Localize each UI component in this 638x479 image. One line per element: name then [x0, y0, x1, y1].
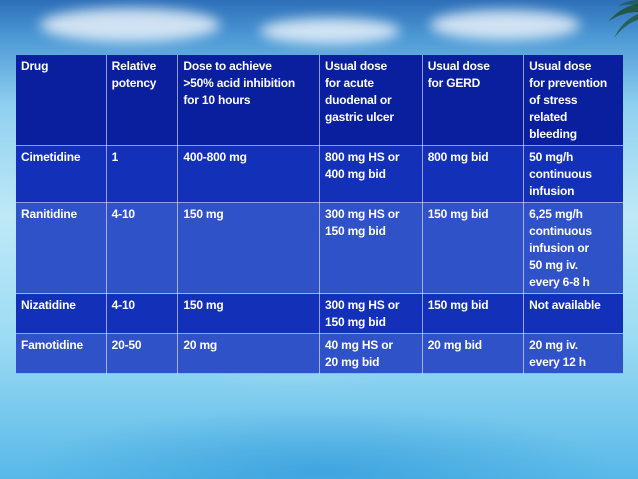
- cell-text-line: Ranitidine: [21, 207, 78, 221]
- cell-dose-ulcer: 300 mg HS or 150 mg bid: [319, 293, 423, 334]
- cell-text-line: >50% acid inhibition: [183, 76, 296, 90]
- cell-text-line: 150 mg bid: [325, 315, 386, 329]
- cell-text-line: Dose to achieve: [183, 59, 272, 73]
- cell-dose-ulcer: 800 mg HS or 400 mg bid: [319, 145, 423, 203]
- palm-leaf-icon: [608, 0, 638, 38]
- cell-text-line: 1: [111, 150, 119, 164]
- cell-text-line: 150 mg: [183, 207, 224, 221]
- column-header-dose-acid-inhibition: Dose to achieve >50% acid inhibition for 1…: [177, 55, 321, 146]
- cell-text-line: Drug: [21, 59, 49, 73]
- drug-comparison-table: Drug Relative potency Dose to achieve >50% a…: [16, 55, 623, 374]
- cell-text-line: 20 mg iv.: [529, 338, 578, 352]
- cell-text-line: every 12 h: [529, 355, 586, 369]
- cell-text-line: Usual dose: [427, 59, 490, 73]
- table-body: Cimetidine 1 400-800 mg 800 mg HS or 400 mg …: [16, 145, 623, 374]
- cell-text-line: 800 mg bid: [427, 150, 489, 164]
- cell-text-line: 6,25 mg/h: [529, 207, 583, 221]
- cell-dose-ulcer: 40 mg HS or 20 mg bid: [319, 333, 423, 374]
- cell-text-line: bleeding: [529, 127, 577, 141]
- cell-text-line: 40 mg HS or: [325, 338, 393, 352]
- cell-text-line: of stress: [529, 93, 578, 107]
- cell-text-line: 20 mg: [183, 338, 218, 352]
- cell-text-line: 4-10: [111, 207, 135, 221]
- cell-dose-stress-bleeding: Not available: [523, 293, 623, 334]
- table-header-row: Drug Relative potency Dose to achieve >50% a…: [16, 55, 623, 146]
- cell-dose-stress-bleeding: 50 mg/h continuous infusion: [523, 145, 623, 203]
- cell-text-line: 20 mg bid: [325, 355, 380, 369]
- cell-dose-gerd: 150 mg bid: [422, 293, 525, 334]
- cell-drug: Nizatidine: [16, 293, 107, 334]
- cell-drug: Ranitidine: [16, 202, 107, 294]
- table-row: Cimetidine 1 400-800 mg 800 mg HS or 400 mg …: [16, 145, 623, 203]
- column-header-dose-ulcer: Usual dose for acute duodenal or gastric ul…: [319, 55, 423, 146]
- cell-text-line: 20-50: [111, 338, 142, 352]
- cell-dose-acid-inhibition: 400-800 mg: [177, 145, 321, 203]
- cloud-decoration: [260, 18, 400, 44]
- cloud-decoration: [40, 8, 220, 42]
- cell-text-line: 150 mg: [183, 298, 224, 312]
- cell-text-line: related: [529, 110, 568, 124]
- cell-text-line: for GERD: [427, 76, 481, 90]
- cell-text-line: 150 mg bid: [427, 207, 489, 221]
- cell-text-line: 50 mg/h: [529, 150, 574, 164]
- column-header-drug: Drug: [16, 55, 107, 146]
- cell-text-line: infusion or: [529, 241, 589, 255]
- cell-relative-potency: 4-10: [106, 202, 179, 294]
- table-row: Ranitidine 4-10 150 mg 300 mg HS or 150 mg b…: [16, 202, 623, 294]
- column-header-relative-potency: Relative potency: [106, 55, 179, 146]
- table-row: Nizatidine 4-10 150 mg 300 mg HS or 150 mg b…: [16, 293, 623, 334]
- cell-dose-gerd: 800 mg bid: [422, 145, 525, 203]
- cell-text-line: Nizatidine: [21, 298, 76, 312]
- cell-text-line: potency: [111, 76, 157, 90]
- cell-text-line: duodenal or: [325, 93, 392, 107]
- cell-text-line: 150 mg bid: [427, 298, 489, 312]
- cell-text-line: 150 mg bid: [325, 224, 386, 238]
- table-row: Famotidine 20-50 20 mg 40 mg HS or 20 mg bid…: [16, 333, 623, 374]
- cell-text-line: continuous: [529, 167, 592, 181]
- cell-text-line: for acute: [325, 76, 374, 90]
- cell-text-line: Famotidine: [21, 338, 84, 352]
- cell-text-line: Not available: [529, 298, 601, 312]
- cell-text-line: 20 mg bid: [427, 338, 482, 352]
- cell-text-line: every 6-8 h: [529, 275, 590, 289]
- cell-text-line: Cimetidine: [21, 150, 81, 164]
- cell-dose-acid-inhibition: 20 mg: [177, 333, 321, 374]
- cell-text-line: 800 mg HS or: [325, 150, 400, 164]
- cell-text-line: for prevention: [529, 76, 608, 90]
- cell-text-line: continuous: [529, 224, 592, 238]
- cell-dose-acid-inhibition: 150 mg: [177, 202, 321, 294]
- cell-text-line: Usual dose: [529, 59, 592, 73]
- cell-relative-potency: 1: [106, 145, 179, 203]
- cell-drug: Cimetidine: [16, 145, 107, 203]
- cell-dose-gerd: 20 mg bid: [422, 333, 525, 374]
- cell-drug: Famotidine: [16, 333, 107, 374]
- cell-dose-gerd: 150 mg bid: [422, 202, 525, 294]
- cell-text-line: 400 mg bid: [325, 167, 386, 181]
- cell-text-line: infusion: [529, 184, 575, 198]
- cell-dose-ulcer: 300 mg HS or 150 mg bid: [319, 202, 423, 294]
- cell-text-line: Usual dose: [325, 59, 388, 73]
- cell-text-line: 300 mg HS or: [325, 298, 400, 312]
- column-header-dose-stress-bleeding: Usual dose for prevention of stress related…: [523, 55, 623, 146]
- cell-text-line: for 10 hours: [183, 93, 251, 107]
- cell-relative-potency: 20-50: [106, 333, 179, 374]
- cell-text-line: Relative: [111, 59, 157, 73]
- cloud-decoration: [430, 10, 580, 40]
- cell-text-line: 4-10: [111, 298, 135, 312]
- cell-dose-stress-bleeding: 6,25 mg/h continuous infusion or 50 mg iv. e…: [523, 202, 623, 294]
- cell-text-line: 300 mg HS or: [325, 207, 400, 221]
- cell-dose-stress-bleeding: 20 mg iv. every 12 h: [523, 333, 623, 374]
- cell-text-line: 50 mg iv.: [529, 258, 578, 272]
- cell-text-line: 400-800 mg: [183, 150, 247, 164]
- cell-relative-potency: 4-10: [106, 293, 179, 334]
- cell-text-line: gastric ulcer: [325, 110, 394, 124]
- cell-dose-acid-inhibition: 150 mg: [177, 293, 321, 334]
- column-header-dose-gerd: Usual dose for GERD: [422, 55, 525, 146]
